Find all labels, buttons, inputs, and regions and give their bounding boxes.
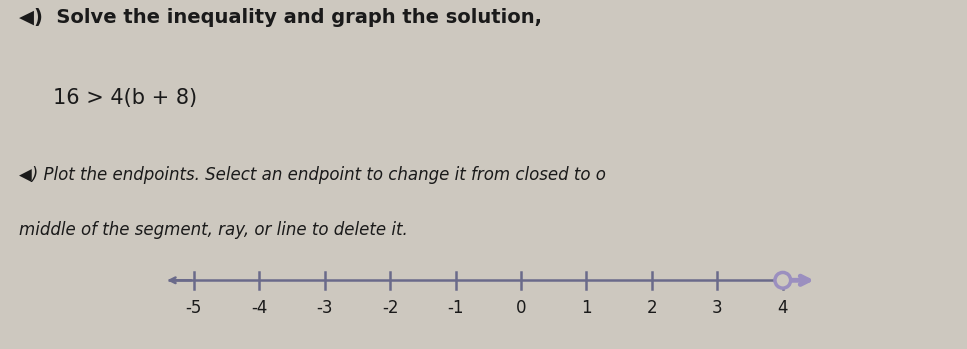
Text: 1: 1 [581, 299, 592, 317]
Text: 2: 2 [647, 299, 658, 317]
Text: -4: -4 [251, 299, 268, 317]
Text: ◀︎) Plot the endpoints. Select an endpoint to change it from closed to o: ◀︎) Plot the endpoints. Select an endpoi… [19, 166, 606, 184]
Text: -2: -2 [382, 299, 398, 317]
Text: 3: 3 [712, 299, 722, 317]
Text: 0: 0 [515, 299, 526, 317]
Text: middle of the segment, ray, or line to delete it.: middle of the segment, ray, or line to d… [19, 221, 408, 239]
Text: ◀︎)  Solve the inequality and graph the solution,: ◀︎) Solve the inequality and graph the s… [19, 8, 542, 27]
Text: 4: 4 [777, 299, 788, 317]
Text: 16 > 4(b + 8): 16 > 4(b + 8) [53, 88, 197, 108]
Circle shape [775, 273, 791, 288]
Text: -3: -3 [316, 299, 333, 317]
Text: -5: -5 [186, 299, 202, 317]
Text: -1: -1 [448, 299, 464, 317]
